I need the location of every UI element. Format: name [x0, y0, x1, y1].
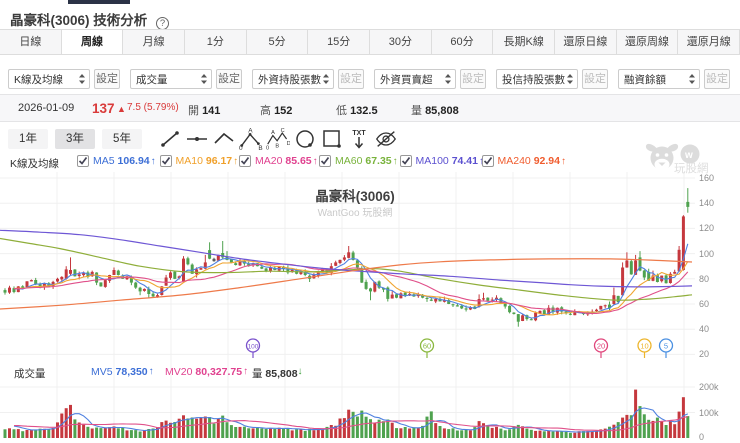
svg-text:5: 5 [664, 341, 668, 350]
svg-text:20: 20 [699, 349, 709, 359]
svg-text:100k: 100k [699, 408, 719, 418]
svg-text:60: 60 [699, 299, 709, 309]
svg-text:玩股網: 玩股網 [674, 161, 709, 175]
svg-text:B: B [258, 145, 262, 151]
svg-text:80: 80 [699, 274, 709, 284]
svg-text:TXT: TXT [352, 130, 366, 137]
svg-text:0: 0 [699, 432, 704, 442]
svg-text:100: 100 [248, 343, 259, 350]
svg-text:晶豪科(3006): 晶豪科(3006) [315, 188, 395, 204]
svg-text:A: A [248, 128, 253, 135]
svg-text:w: w [684, 150, 693, 161]
svg-text:40: 40 [699, 324, 709, 334]
svg-text:60: 60 [423, 341, 431, 350]
svg-text:C: C [281, 128, 285, 134]
svg-text:200k: 200k [699, 382, 719, 392]
svg-text:0: 0 [239, 145, 243, 151]
svg-text:120: 120 [699, 223, 714, 233]
svg-text:160: 160 [699, 173, 714, 183]
svg-text:10: 10 [640, 341, 648, 350]
svg-text:A: A [271, 130, 275, 136]
svg-text:140: 140 [699, 198, 714, 208]
svg-text:B: B [275, 144, 279, 150]
svg-text:D: D [287, 141, 290, 147]
svg-text:0: 0 [266, 145, 269, 151]
svg-text:20: 20 [597, 341, 605, 350]
svg-text:WantGoo 玩股網: WantGoo 玩股網 [318, 206, 393, 219]
svg-text:100: 100 [699, 249, 714, 259]
